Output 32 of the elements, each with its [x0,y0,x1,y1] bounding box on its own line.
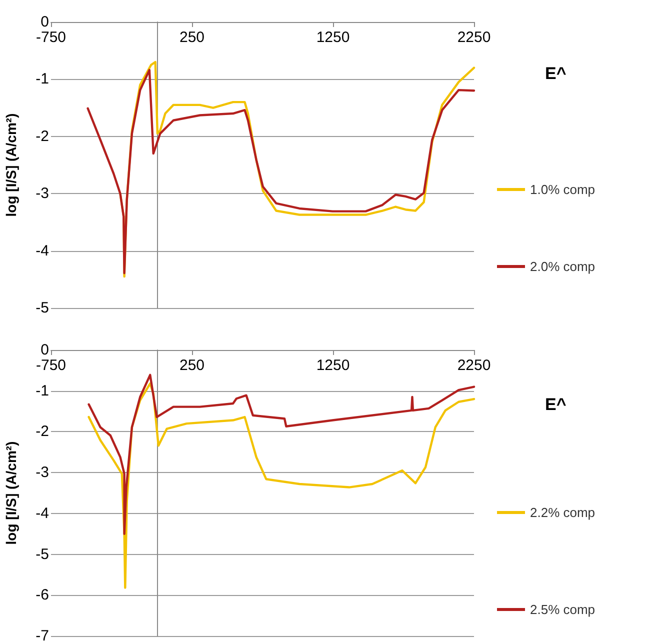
x-tick-label: 1250 [316,357,350,374]
legend-label: 2.0% comp [530,259,596,274]
legend-title: E^ [545,64,566,83]
y-tick-label: -6 [36,586,49,604]
y-tick-label: -5 [36,546,49,563]
legend-label: 2.2% comp [530,505,596,520]
y-axis-title: log [I/S] (A/cm²) [3,441,19,545]
y-tick-label: -7 [36,628,49,642]
x-tick-label: 250 [179,29,205,46]
x-tick-label: 2250 [457,357,491,374]
y-tick-label: -2 [36,128,49,145]
x-tick-label: -750 [36,29,66,46]
y-tick-label: -5 [36,300,49,316]
y-axis-title: log [I/S] (A/cm²) [3,113,19,217]
y-tick-label: -1 [36,382,49,400]
line-series [88,382,476,589]
y-tick-label: 0 [40,14,49,30]
y-tick-label: -2 [36,423,49,440]
y-tick-label: -1 [36,70,49,88]
x-tick-label: -750 [36,357,66,374]
legend-label: 1.0% comp [530,182,596,197]
legend-label: 2.5% comp [530,602,596,617]
line-series [88,374,476,535]
x-tick-label: 1250 [316,29,350,46]
y-tick-label: -3 [36,185,49,202]
legend-title: E^ [545,395,566,414]
y-tick-label: -4 [36,504,49,522]
x-tick-label: 250 [179,357,205,374]
y-tick-label: -4 [36,242,49,260]
y-tick-label: -3 [36,464,49,482]
y-tick-label: 0 [40,342,49,358]
x-tick-label: 2250 [457,29,491,46]
